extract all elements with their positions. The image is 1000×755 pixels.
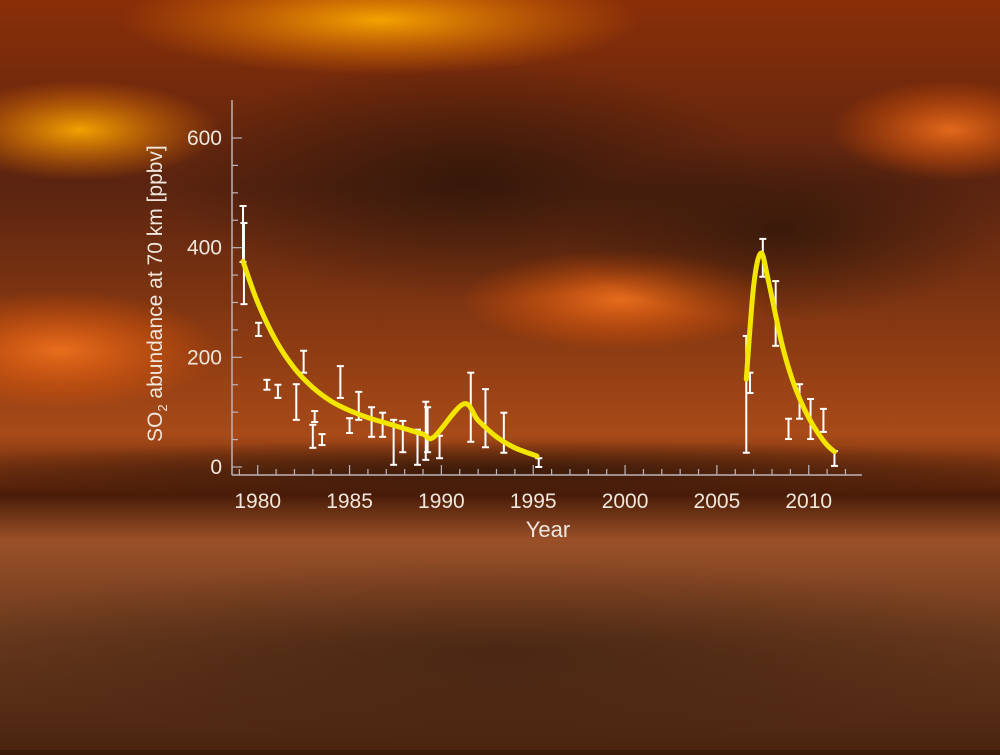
axes: 1980 1985 1990 1995 2000 2005 2010 0 200 400 600 (187, 100, 862, 513)
error-bar (500, 411, 508, 454)
fit-curve (743, 250, 837, 455)
error-bar (368, 406, 376, 438)
error-bar (481, 388, 489, 449)
error-bar (422, 400, 430, 461)
x-tick-label: 2000 (602, 490, 649, 513)
y-tick-label: 0 (210, 456, 222, 479)
error-bar (424, 406, 432, 454)
error-bar (379, 411, 387, 438)
error-bar (346, 417, 354, 435)
x-tick-label: 2005 (694, 490, 741, 513)
fit-curve (240, 258, 540, 459)
x-tick-label: 1985 (326, 490, 373, 513)
y-axis-label: SO2 abundance at 70 km [ppbv] (144, 145, 170, 442)
x-tick-label: 2010 (785, 490, 832, 513)
y-tick-label: 200 (187, 346, 222, 369)
x-tick-label: 1995 (510, 490, 557, 513)
error-bar (819, 407, 827, 433)
error-bar (336, 365, 344, 399)
y-tick-label: 600 (187, 127, 222, 150)
error-bar (311, 410, 319, 424)
error-bar (785, 417, 793, 441)
axis-labels: Year SO2 abundance at 70 km [ppbv] (144, 145, 570, 542)
x-tick-label: 1990 (418, 490, 465, 513)
error-bar (318, 433, 326, 447)
x-tick-label: 1980 (234, 490, 281, 513)
error-bar (292, 383, 300, 421)
data-marks (239, 204, 838, 468)
y-tick-label: 400 (187, 237, 222, 260)
error-bar (263, 378, 271, 391)
x-axis-label: Year (526, 517, 570, 542)
error-bar (255, 321, 263, 337)
error-bar (274, 383, 282, 399)
error-bar (309, 423, 317, 449)
